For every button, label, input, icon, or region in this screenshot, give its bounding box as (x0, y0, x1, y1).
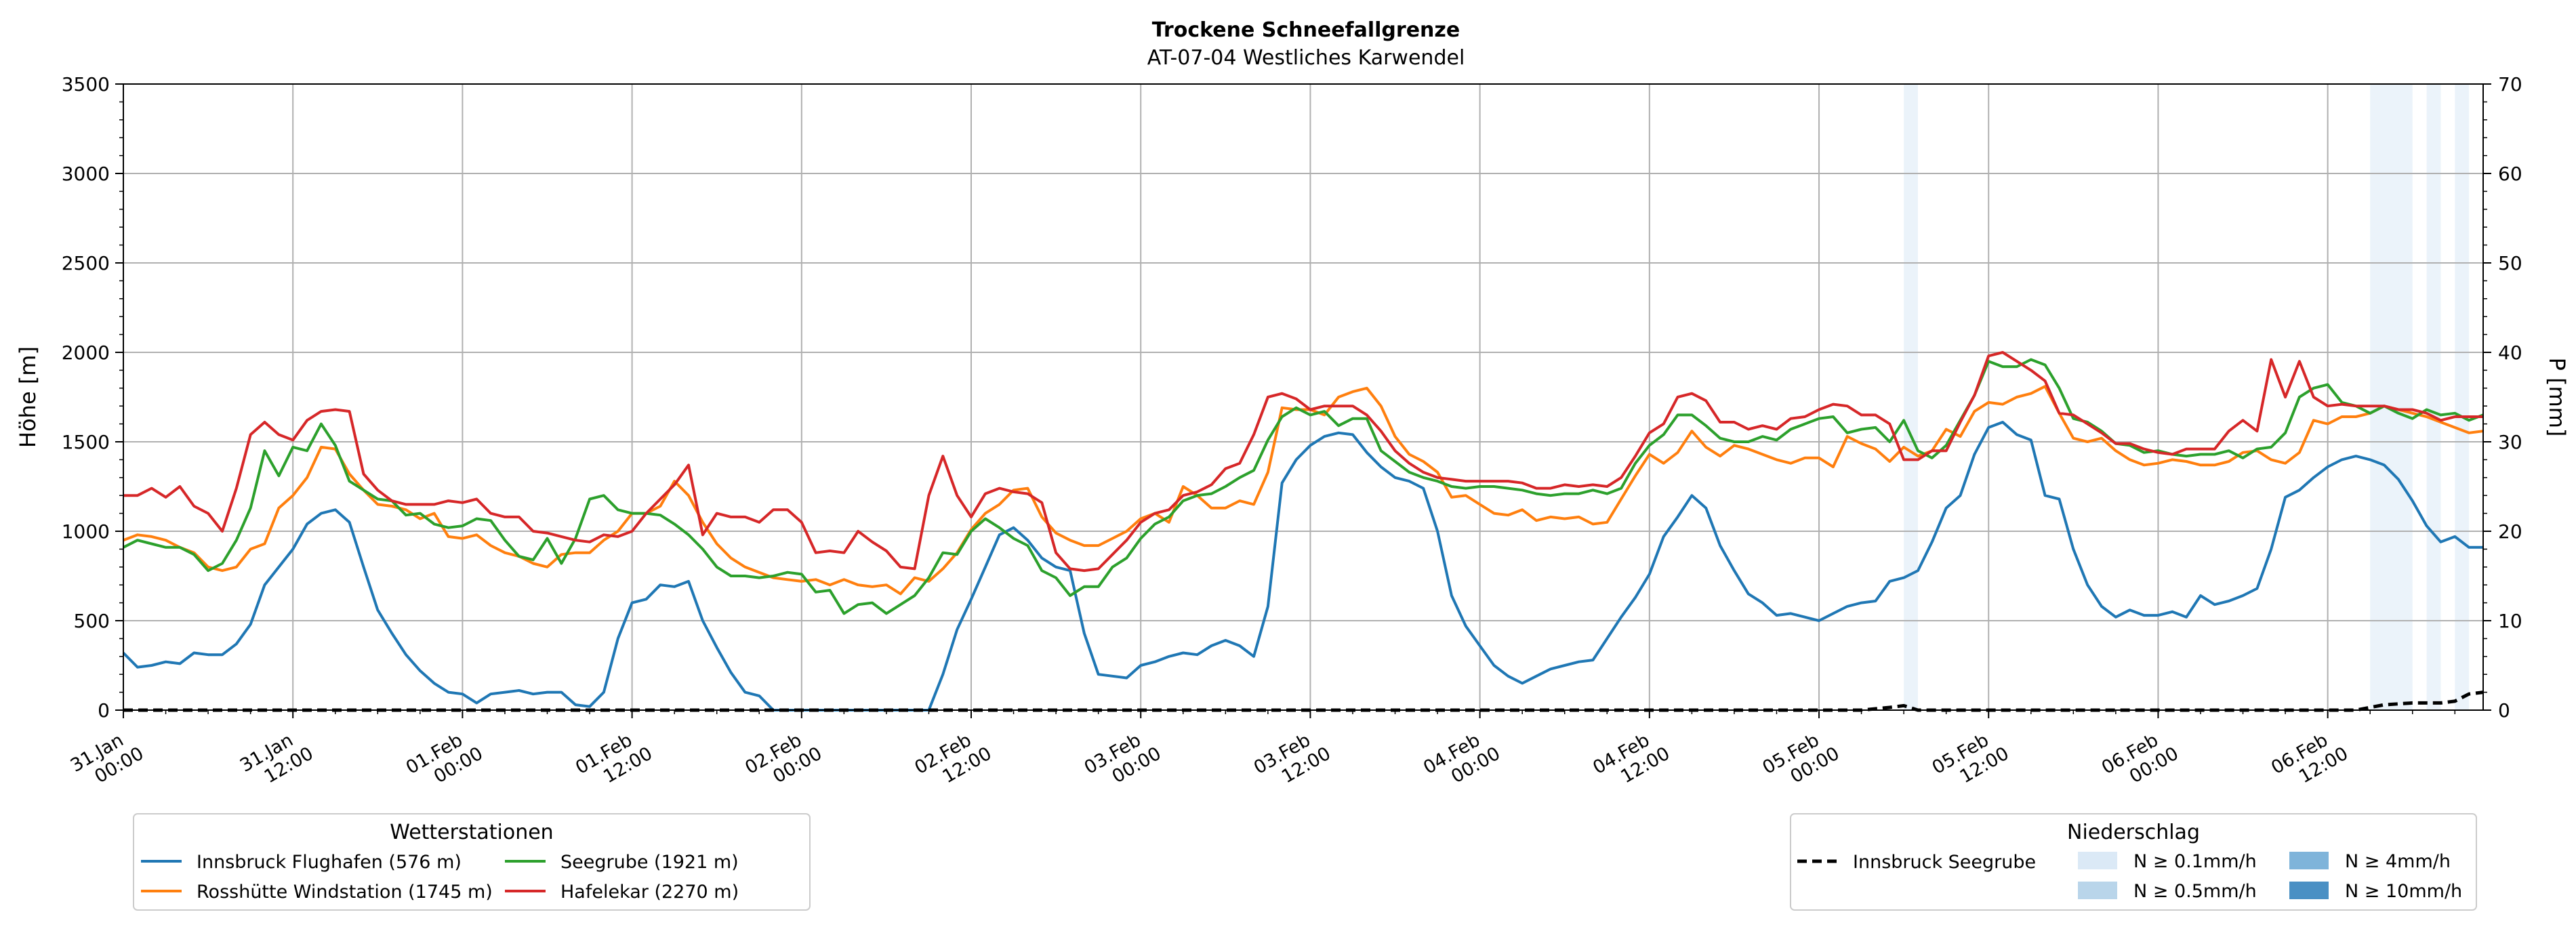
plot-frame (123, 83, 2484, 711)
y2-tick-label-7: 70 (2498, 73, 2522, 96)
y2-tick-label-1: 10 (2498, 610, 2522, 632)
precipitation-shading (1904, 84, 2470, 710)
legend-precip-line-label: Innsbruck Seegrube (1853, 852, 2036, 873)
legend-left-label-2: Seegrube (1921 m) (560, 852, 739, 873)
legend-niederschlag: Niederschlag Innsbruck Seegrube N ≥ 0.1m… (1790, 813, 2477, 911)
series-line-0 (122, 421, 2483, 711)
y2-tick-label-5: 50 (2498, 252, 2522, 274)
y2-tick-label-0: 0 (2498, 699, 2510, 722)
legend-level-swatch-2 (2289, 852, 2329, 869)
y-tick-label-1: 500 (74, 610, 110, 632)
y-tick-label-5: 2500 (62, 252, 110, 274)
series-lines (122, 351, 2484, 712)
y-tick-label-7: 3500 (62, 73, 110, 96)
grid-lines (123, 83, 2483, 711)
series-line-2 (123, 358, 2484, 615)
legend-left-label-1: Rosshütte Windstation (1745 m) (197, 882, 493, 903)
y-axis-label: Höhe [m] (15, 346, 41, 448)
precip-line (123, 690, 2484, 712)
legend-left-title: Wetterstationen (390, 821, 553, 844)
y2-axis-label: P [mm] (2544, 358, 2570, 437)
y-tick-label-4: 2000 (62, 342, 110, 364)
legend-level-swatch-1 (2078, 882, 2117, 899)
precip-shade-3 (2455, 84, 2470, 710)
legend-level-label-3: N ≥ 10mm/h (2345, 881, 2462, 902)
legend-right-levels: N ≥ 0.1mm/h N ≥ 0.5mm/h N ≥ 4mm/h N ≥ 10mm/… (2078, 851, 2462, 902)
y2-tick-label-3: 30 (2498, 431, 2522, 453)
right-axis: 0 10 20 30 40 50 60 70 (2483, 73, 2522, 722)
y-tick-label-0: 0 (98, 699, 110, 722)
legend-left-label-3: Hafelekar (2270 m) (560, 882, 739, 903)
chart-subtitle: AT-07-04 Westliches Karwendel (1147, 46, 1465, 70)
chart-title: Trockene Schneefallgrenze (1152, 18, 1460, 42)
legend-left-items: Innsbruck Flughafen (576 m) Rosshütte Win… (141, 852, 739, 903)
legend-level-label-0: N ≥ 0.1mm/h (2133, 851, 2257, 872)
legend-left-frame (133, 813, 811, 911)
legend-level-label-2: N ≥ 4mm/h (2345, 851, 2451, 872)
y2-tick-label-2: 20 (2498, 520, 2522, 543)
series-line-3 (123, 351, 2483, 573)
legend-level-swatch-3 (2289, 882, 2329, 899)
legend-level-swatch-0 (2078, 852, 2117, 869)
precip-shade-0 (1904, 84, 1918, 710)
y-tick-label-3: 1500 (62, 431, 110, 453)
y-tick-label-6: 3000 (62, 163, 110, 185)
legend-left-label-0: Innsbruck Flughafen (576 m) (197, 852, 462, 873)
legend-level-label-1: N ≥ 0.5mm/h (2133, 881, 2257, 902)
precip-shade-1 (2370, 84, 2413, 710)
precip-shade-2 (2426, 84, 2441, 710)
y2-tick-label-6: 60 (2498, 163, 2522, 185)
y-tick-label-2: 1000 (62, 520, 110, 543)
y2-tick-label-4: 40 (2498, 342, 2522, 364)
series-line-1 (123, 385, 2484, 596)
legend-right-title: Niederschlag (2067, 821, 2200, 844)
legend-wetterstationen: Wetterstationen Innsbruck Flughafen (576… (133, 813, 811, 911)
left-axis: 0 500 1000 1500 2000 2500 3000 3500 (62, 73, 123, 722)
